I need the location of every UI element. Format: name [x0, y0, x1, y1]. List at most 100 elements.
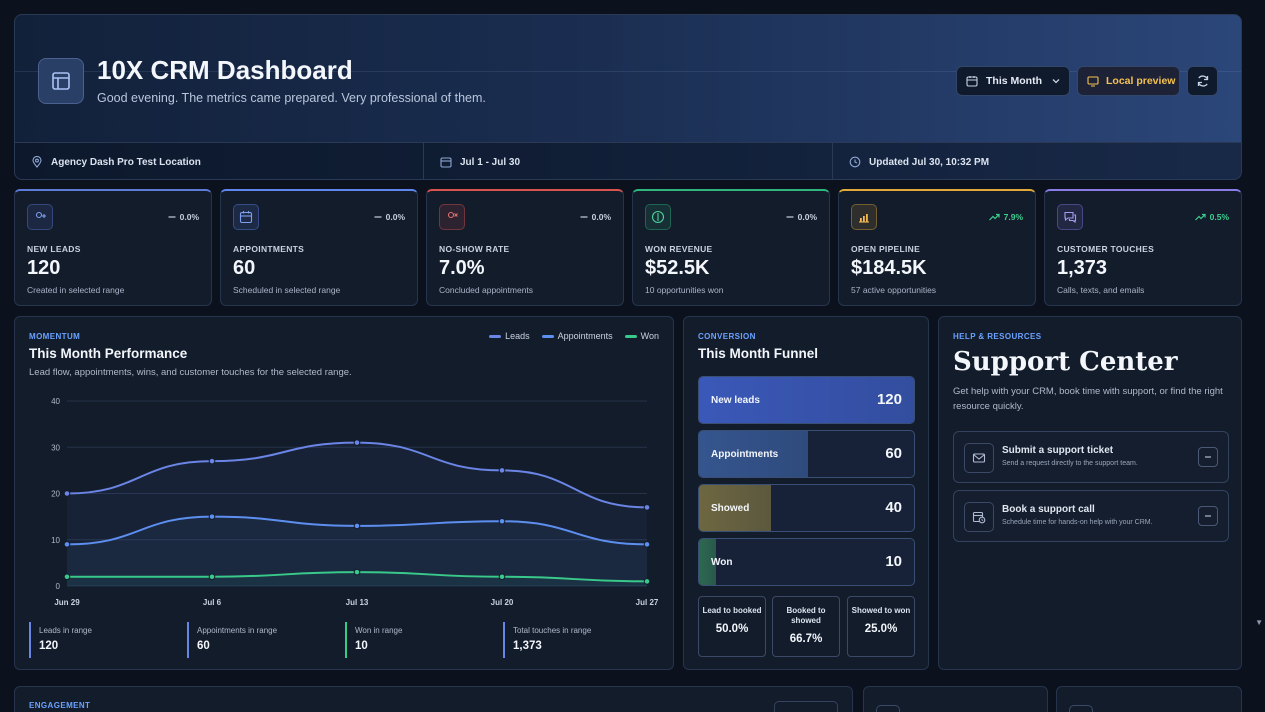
- data-point-won: [498, 573, 506, 581]
- submit-ticket-button[interactable]: [1198, 447, 1218, 467]
- x-tick-label: Jun 29: [54, 598, 80, 607]
- x-tick-label: Jul 27: [636, 598, 659, 607]
- y-tick-label: 30: [51, 443, 60, 452]
- updated-info: Updated Jul 30, 10:32 PM: [833, 143, 1241, 179]
- engagement-card-2: [1056, 686, 1242, 712]
- kpi-note: 57 active opportunities: [851, 285, 937, 295]
- legend-item-won: Won: [624, 331, 659, 341]
- kpi-label: APPOINTMENTS: [233, 244, 305, 254]
- data-point-leads: [63, 490, 71, 497]
- engagement-eyebrow: ENGAGEMENT: [29, 701, 91, 710]
- data-point-leads: [643, 504, 651, 511]
- kpi-note: Scheduled in selected range: [233, 285, 341, 295]
- ratio-lead-to-booked: Lead to booked 50.0%: [698, 596, 766, 657]
- funnel-stage-won: Won 10: [698, 538, 915, 586]
- performance-eyebrow: MOMENTUM: [29, 332, 81, 341]
- data-point-won: [353, 568, 361, 576]
- submit-ticket-card[interactable]: Submit a support ticket Send a request d…: [953, 431, 1229, 483]
- kpi-label: WON REVENUE: [645, 244, 713, 254]
- page-subtitle: Good evening. The metrics came prepared.…: [97, 91, 486, 105]
- kpi-value: $52.5K: [645, 257, 710, 279]
- engagement-card-1: [863, 686, 1048, 712]
- calendar-icon: [233, 204, 259, 230]
- engagement-panel: ENGAGEMENT: [14, 686, 853, 712]
- kpi-delta: 0.5%: [1194, 212, 1229, 222]
- data-point-leads: [208, 457, 216, 465]
- x-tick-label: Jul 20: [491, 598, 514, 607]
- funnel-stage-showed: Showed 40: [698, 484, 915, 532]
- chart-legend: Leads Appointments Won: [489, 331, 659, 341]
- data-point-appointments: [353, 522, 361, 530]
- data-point-won: [643, 578, 651, 585]
- bar-chart-icon: [851, 204, 877, 230]
- dashboard-header: 10X CRM Dashboard Good evening. The metr…: [14, 14, 1242, 180]
- data-point-won: [63, 573, 71, 581]
- book-call-card[interactable]: Book a support call Schedule time for ha…: [953, 490, 1229, 542]
- chevron-down-icon: [1052, 79, 1060, 84]
- series-area-leads: [67, 442, 647, 586]
- calendar-clock-icon: [964, 502, 994, 532]
- kpi-card-customer-touches: 0.5% CUSTOMER TOUCHES 1,373 Calls, texts, a…: [1044, 189, 1242, 306]
- stat-leads: Leads in range 120: [29, 622, 187, 658]
- trend-up-icon: [988, 213, 1000, 221]
- kpi-card-won-revenue: 0.0% WON REVENUE $52.5K 10 opportunities wo…: [632, 189, 830, 306]
- kpi-delta: 0.0%: [786, 212, 817, 222]
- kpi-value: 1,373: [1057, 257, 1108, 279]
- kpi-note: Created in selected range: [27, 285, 125, 295]
- series-area-won: [67, 572, 647, 586]
- minus-icon: [1205, 456, 1211, 458]
- calendar-icon: [440, 157, 452, 168]
- data-point-won: [208, 573, 216, 581]
- funnel-stage-new-leads: New leads 120: [698, 376, 915, 424]
- range-select-value: This Month: [986, 75, 1042, 87]
- series-area-appointments: [67, 516, 647, 586]
- funnel-title: This Month Funnel: [698, 346, 818, 361]
- calendar-icon: [966, 76, 978, 87]
- local-preview-button[interactable]: Local preview: [1077, 66, 1180, 96]
- chat-icon: [1057, 204, 1083, 230]
- funnel-fill: [699, 431, 808, 477]
- data-point-leads: [498, 467, 506, 474]
- funnel-eyebrow: CONVERSION: [698, 332, 756, 341]
- y-tick-label: 10: [51, 536, 60, 545]
- support-eyebrow: HELP & RESOURCES: [953, 332, 1042, 341]
- scroll-down-arrow[interactable]: ▼: [1255, 618, 1263, 627]
- stat-appointments: Appointments in range 60: [187, 622, 345, 658]
- minus-icon: [1205, 515, 1211, 517]
- kpi-note: 10 opportunities won: [645, 285, 724, 295]
- data-point-appointments: [498, 517, 506, 525]
- kpi-value: 120: [27, 257, 61, 279]
- performance-line-chart: 0 10 20 30 40 Jun 29 Jul 6 Jul 13 Jul 20 Jul 27: [51, 397, 659, 607]
- kpi-value: 60: [233, 257, 256, 279]
- funnel-fill: [699, 377, 914, 423]
- ratio-booked-to-showed: Booked to showed 66.7%: [772, 596, 840, 657]
- trend-flat-icon: [374, 216, 382, 218]
- ticket-icon: [964, 443, 994, 473]
- location-pin-icon: [32, 156, 42, 168]
- legend-item-appointments: Appointments: [541, 331, 613, 341]
- refresh-button[interactable]: [1187, 66, 1218, 96]
- performance-desc: Lead flow, appointments, wins, and custo…: [29, 367, 352, 378]
- kpi-label: NEW LEADS: [27, 244, 81, 254]
- kpi-delta: 0.0%: [168, 212, 199, 222]
- kpi-value: 7.0%: [439, 257, 485, 279]
- page-title: 10X CRM Dashboard: [97, 55, 353, 85]
- trend-flat-icon: [786, 216, 794, 218]
- kpi-card-no-show-rate: 0.0% NO-SHOW RATE 7.0% Concluded appointmen…: [426, 189, 624, 306]
- performance-panel: MOMENTUM This Month Performance Lead flo…: [14, 316, 674, 670]
- data-point-appointments: [63, 541, 71, 548]
- range-select[interactable]: This Month: [956, 66, 1070, 96]
- kpi-delta: 0.0%: [580, 212, 611, 222]
- kpi-label: NO-SHOW RATE: [439, 244, 510, 254]
- x-tick-label: Jul 13: [346, 598, 369, 607]
- kpi-delta: 7.9%: [988, 212, 1023, 222]
- support-panel: HELP & RESOURCES Support Center Get help…: [938, 316, 1242, 670]
- support-title: Support Center: [953, 347, 1178, 377]
- book-call-button[interactable]: [1198, 506, 1218, 526]
- stat-won: Won in range 10: [345, 622, 503, 658]
- y-tick-label: 20: [51, 490, 60, 499]
- engagement-filter-button[interactable]: [774, 701, 838, 712]
- kpi-note: Calls, texts, and emails: [1057, 285, 1145, 295]
- performance-stats: Leads in range 120 Appointments in range 6…: [29, 622, 661, 658]
- monitor-icon: [1087, 76, 1099, 87]
